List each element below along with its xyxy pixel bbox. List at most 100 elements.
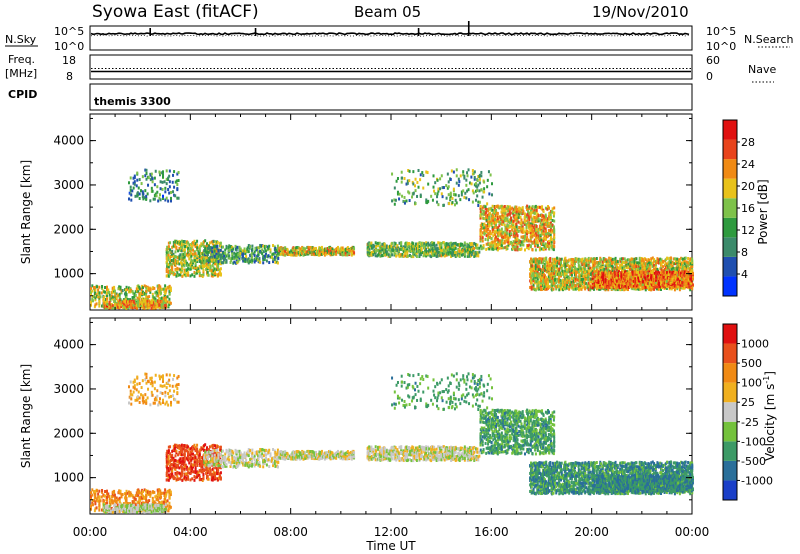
power-echo-cell bbox=[206, 262, 209, 266]
power-echo-cell bbox=[372, 245, 375, 249]
power-echo-cell bbox=[196, 268, 199, 272]
power-echo-cell bbox=[250, 251, 253, 255]
power-echo-cell bbox=[531, 211, 534, 215]
power-echo-cell bbox=[164, 303, 167, 307]
power-echo-cell bbox=[542, 248, 545, 252]
power-echo-cell bbox=[487, 238, 490, 242]
power-echo-cell bbox=[480, 212, 483, 216]
power-echo-cell bbox=[326, 249, 329, 253]
power-echo-cell bbox=[299, 247, 302, 251]
power-echo-cell bbox=[278, 249, 281, 253]
power-echo-cell bbox=[532, 211, 535, 215]
power-echo-cell bbox=[284, 249, 287, 253]
power-echo-cell bbox=[183, 243, 186, 247]
power-echo-cell bbox=[205, 264, 208, 268]
nsearch-line bbox=[90, 34, 690, 37]
power-echo-cell bbox=[139, 295, 142, 299]
power-echo-cell bbox=[104, 286, 107, 290]
power-echo-cell bbox=[502, 210, 505, 214]
power-echo-cell bbox=[489, 207, 492, 211]
power-echo-cell bbox=[143, 284, 146, 288]
power-echo-cell bbox=[442, 248, 445, 252]
power-echo-cell bbox=[217, 264, 220, 268]
power-echo-cell bbox=[558, 267, 561, 271]
power-echo-cell bbox=[180, 268, 183, 272]
power-echo-cell bbox=[548, 285, 551, 289]
power-echo-cell bbox=[164, 301, 167, 305]
power-echo-cell bbox=[523, 215, 526, 219]
power-echo-cell bbox=[413, 250, 416, 254]
power-echo-cell bbox=[482, 224, 485, 228]
power-echo-cell bbox=[492, 234, 495, 238]
power-echo-cell bbox=[499, 222, 502, 226]
power-echo-cell bbox=[560, 257, 563, 261]
power-echo-cell bbox=[146, 299, 149, 303]
power-echo-cell bbox=[196, 243, 199, 247]
power-echo-cell bbox=[517, 247, 520, 251]
power-echo-cell bbox=[496, 248, 499, 252]
power-echo-cell bbox=[126, 297, 129, 301]
power-echo-cell bbox=[336, 250, 339, 254]
power-echo-cell bbox=[320, 248, 323, 252]
power-echo-cell bbox=[192, 241, 195, 245]
power-echo-cell bbox=[495, 208, 498, 212]
power-echo-cell bbox=[522, 227, 525, 231]
power-echo-cell bbox=[384, 250, 387, 254]
power-echo-cell bbox=[487, 233, 490, 237]
power-echo-cell bbox=[187, 267, 190, 271]
power-echo-cell bbox=[425, 243, 428, 247]
power-echo-cell bbox=[400, 247, 403, 251]
power-echo-cell bbox=[212, 239, 215, 243]
power-echo-cell bbox=[201, 255, 204, 259]
power-echo-cell bbox=[487, 232, 490, 236]
power-echo-cell bbox=[201, 274, 204, 278]
power-echo-cell bbox=[432, 251, 435, 255]
power-echo-cell bbox=[174, 250, 177, 254]
power-echo-cell bbox=[454, 241, 457, 245]
power-echo-cell bbox=[224, 248, 227, 252]
power-echo-cell bbox=[140, 301, 143, 305]
power-echo-cell bbox=[331, 247, 334, 251]
power-echo-cell bbox=[177, 273, 180, 277]
power-echo-cell bbox=[174, 254, 177, 258]
power-echo-cell bbox=[179, 273, 182, 277]
power-echo-cell bbox=[635, 257, 638, 261]
power-echo-cell bbox=[519, 215, 522, 219]
power-echo-cell bbox=[94, 291, 97, 295]
power-echo-cell bbox=[194, 264, 197, 268]
power-echo-cell bbox=[207, 260, 210, 264]
power-echo-cell bbox=[151, 292, 154, 296]
power-echo-cell bbox=[234, 244, 237, 248]
power-echo-cell bbox=[309, 246, 312, 250]
power-echo-cell bbox=[164, 290, 167, 294]
power-echo-cell bbox=[448, 248, 451, 252]
power-echo-cell bbox=[548, 247, 551, 251]
power-echo-cell bbox=[163, 296, 166, 300]
power-echo-cell bbox=[329, 249, 332, 253]
power-echo-cell bbox=[424, 253, 427, 257]
power-echo-cell bbox=[249, 245, 252, 249]
power-echo-cell bbox=[393, 245, 396, 249]
power-echo-cell bbox=[247, 261, 250, 265]
power-echo-cell bbox=[526, 232, 529, 236]
power-echo-cell bbox=[520, 221, 523, 225]
power-echo-cell bbox=[173, 272, 176, 276]
power-echo-cell bbox=[529, 206, 532, 210]
power-echo-cell bbox=[484, 207, 487, 211]
cpid-entry: themis 3300 bbox=[94, 95, 171, 108]
power-echo-cell bbox=[172, 244, 175, 248]
power-echo-cell bbox=[529, 231, 532, 235]
power-echo-cell bbox=[536, 241, 539, 245]
power-echo-cell bbox=[210, 268, 213, 272]
power-echo-cell bbox=[219, 248, 222, 252]
power-echo-cell bbox=[141, 303, 144, 307]
power-echo-cell bbox=[276, 254, 279, 258]
power-echo-cell bbox=[279, 252, 282, 256]
power-echo-cell bbox=[205, 250, 208, 254]
power-echo-cell bbox=[515, 210, 518, 214]
power-echo-cell bbox=[320, 252, 323, 256]
power-echo-cell bbox=[206, 259, 209, 263]
power-echo-cell bbox=[273, 255, 276, 259]
power-echo-cell bbox=[233, 260, 236, 264]
